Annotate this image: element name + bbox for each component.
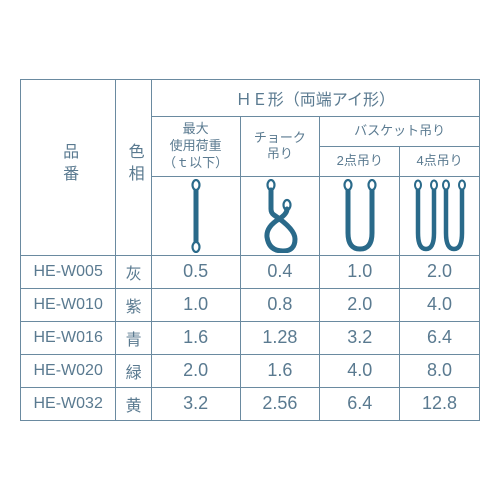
table-container: 品番 色相 ＨＥ形（両端アイ形） 最大使用荷重（ｔ以下） チョーク吊り バスケッ… xyxy=(0,19,500,481)
cell-val-1: 0.4 xyxy=(240,255,320,288)
table-row: HE-W020緑2.01.64.08.0 xyxy=(21,354,480,387)
cell-color: 青 xyxy=(116,321,151,354)
cell-val-1: 1.6 xyxy=(240,354,320,387)
cell-val-0: 0.5 xyxy=(151,255,240,288)
hdr-partno: 品番 xyxy=(21,80,116,256)
cell-val-2: 6.4 xyxy=(320,387,400,420)
hdr-partno-label: 品番 xyxy=(54,133,82,197)
data-body: HE-W005灰0.50.41.02.0HE-W010紫1.00.82.04.0… xyxy=(21,255,480,420)
cell-partno: HE-W016 xyxy=(21,321,116,354)
cell-val-3: 6.4 xyxy=(400,321,480,354)
cell-val-3: 4.0 xyxy=(400,288,480,321)
hdr-topgroup: ＨＥ形（両端アイ形） xyxy=(151,80,479,117)
hdr-4pt: 4点吊り xyxy=(400,146,480,176)
hdr-basket: バスケット吊り xyxy=(320,117,480,147)
cell-val-0: 3.2 xyxy=(151,387,240,420)
cell-val-0: 1.0 xyxy=(151,288,240,321)
cell-partno: HE-W010 xyxy=(21,288,116,321)
cell-color: 緑 xyxy=(116,354,151,387)
cell-val-3: 8.0 xyxy=(400,354,480,387)
icon-straight xyxy=(151,176,240,255)
cell-val-1: 1.28 xyxy=(240,321,320,354)
cell-partno: HE-W032 xyxy=(21,387,116,420)
cell-val-2: 1.0 xyxy=(320,255,400,288)
hdr-choke: チョーク吊り xyxy=(240,117,320,177)
hdr-color-label: 色相 xyxy=(120,133,148,197)
cell-val-2: 2.0 xyxy=(320,288,400,321)
cell-val-3: 2.0 xyxy=(400,255,480,288)
cell-val-0: 2.0 xyxy=(151,354,240,387)
table-row: HE-W016青1.61.283.26.4 xyxy=(21,321,480,354)
cell-val-1: 2.56 xyxy=(240,387,320,420)
icon-basket-4pt xyxy=(400,176,480,255)
hdr-maxload: 最大使用荷重（ｔ以下） xyxy=(151,117,240,177)
table-row: HE-W010紫1.00.82.04.0 xyxy=(21,288,480,321)
cell-val-2: 3.2 xyxy=(320,321,400,354)
cell-val-2: 4.0 xyxy=(320,354,400,387)
cell-partno: HE-W020 xyxy=(21,354,116,387)
icon-basket-2pt xyxy=(320,176,400,255)
hdr-2pt: 2点吊り xyxy=(320,146,400,176)
cell-partno: HE-W005 xyxy=(21,255,116,288)
cell-val-0: 1.6 xyxy=(151,321,240,354)
icon-choke xyxy=(240,176,320,255)
cell-color: 紫 xyxy=(116,288,151,321)
cell-color: 黄 xyxy=(116,387,151,420)
cell-val-1: 0.8 xyxy=(240,288,320,321)
spec-table: 品番 色相 ＨＥ形（両端アイ形） 最大使用荷重（ｔ以下） チョーク吊り バスケッ… xyxy=(20,79,480,421)
cell-color: 灰 xyxy=(116,255,151,288)
header-row-1: 品番 色相 ＨＥ形（両端アイ形） xyxy=(21,80,480,117)
hdr-color: 色相 xyxy=(116,80,151,256)
table-row: HE-W005灰0.50.41.02.0 xyxy=(21,255,480,288)
cell-val-3: 12.8 xyxy=(400,387,480,420)
table-row: HE-W032黄3.22.566.412.8 xyxy=(21,387,480,420)
